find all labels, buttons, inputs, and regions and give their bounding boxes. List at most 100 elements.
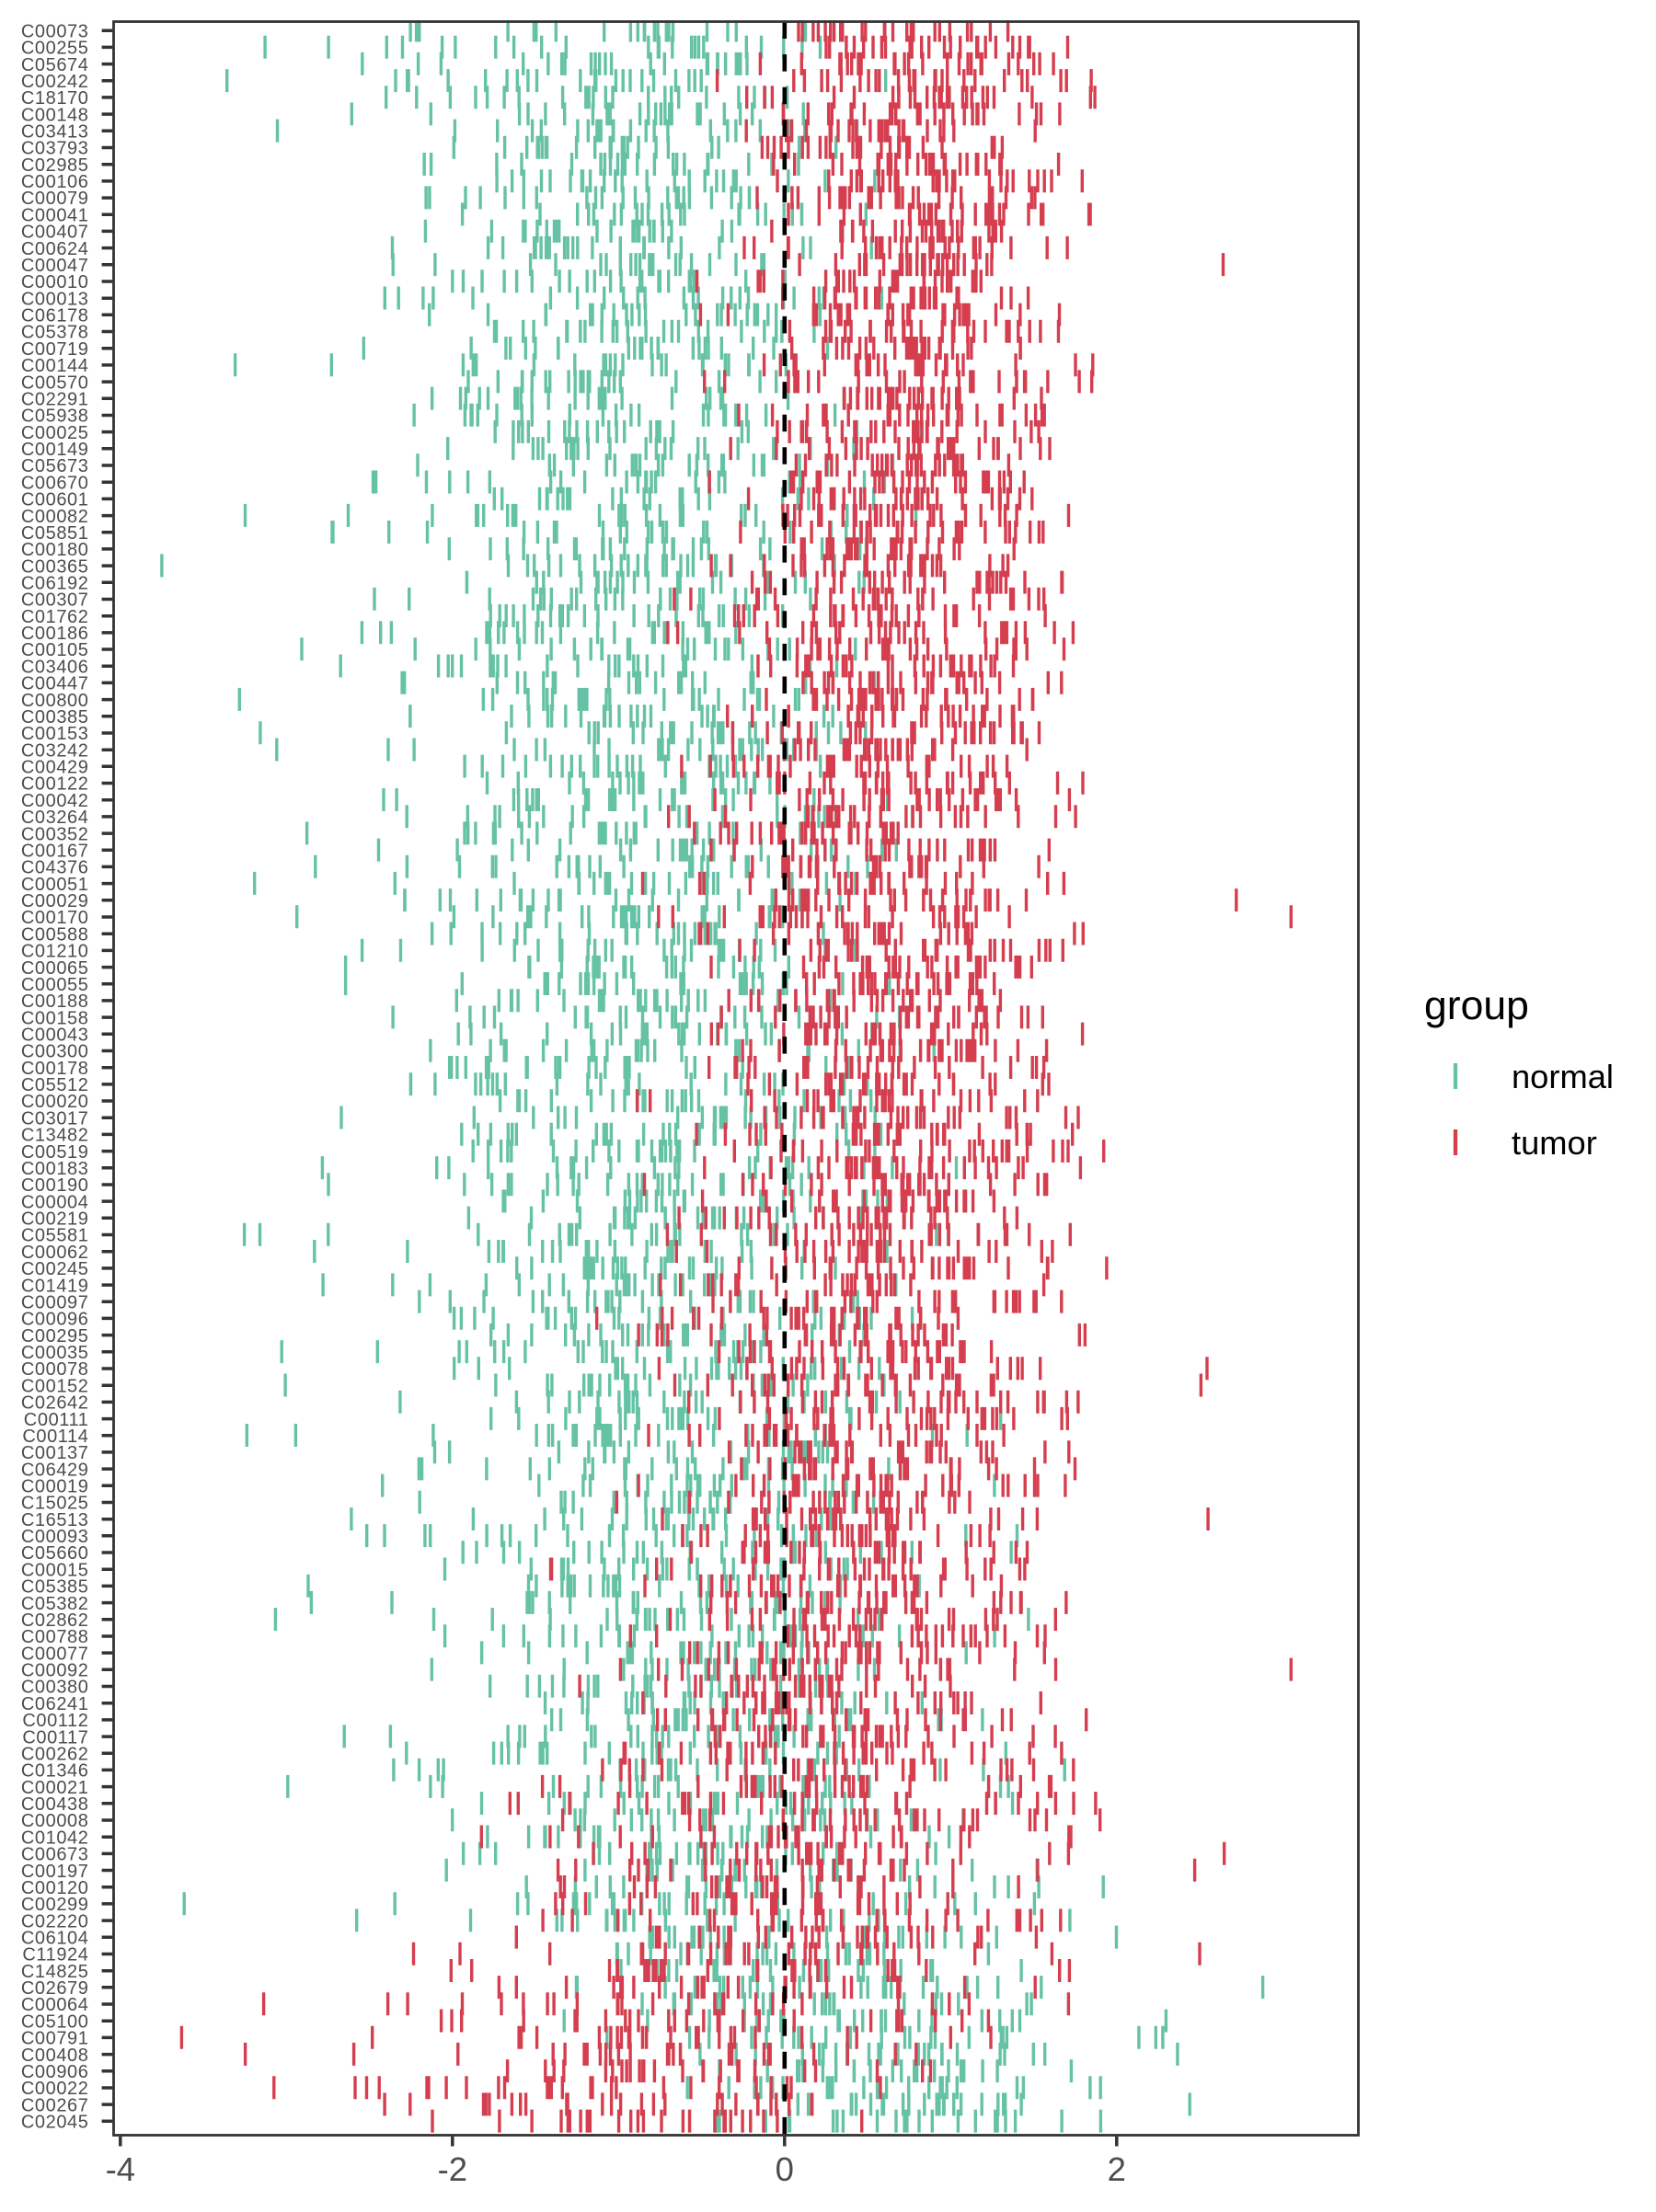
svg-text:C02291: C02291 [21,390,89,410]
svg-text:C00106: C00106 [21,172,89,192]
svg-text:C00047: C00047 [21,256,89,276]
svg-text:C01762: C01762 [21,607,89,627]
svg-text:C00673: C00673 [21,1845,89,1865]
svg-text:2: 2 [1108,2150,1126,2188]
svg-text:C00570: C00570 [21,372,89,393]
svg-text:C15025: C15025 [21,1494,89,1514]
svg-text:C00019: C00019 [21,1477,89,1497]
svg-text:C00064: C00064 [21,1995,89,2015]
svg-text:C00170: C00170 [21,908,89,928]
svg-text:C00022: C00022 [21,2079,89,2099]
svg-text:C00295: C00295 [21,1326,89,1347]
svg-text:normal: normal [1512,1058,1614,1095]
svg-text:C06192: C06192 [21,574,89,594]
svg-text:C00267: C00267 [21,2095,89,2115]
svg-text:C00183: C00183 [21,1159,89,1179]
svg-text:C00190: C00190 [21,1175,89,1196]
svg-text:C00077: C00077 [21,1644,89,1664]
svg-text:C02642: C02642 [21,1393,89,1414]
svg-text:C00197: C00197 [21,1862,89,1882]
svg-text:C00299: C00299 [21,1895,89,1915]
svg-text:C00092: C00092 [21,1661,89,1681]
svg-text:C16513: C16513 [21,1510,89,1530]
svg-text:C00043: C00043 [21,1026,89,1046]
svg-text:C18170: C18170 [21,88,89,109]
svg-text:C00079: C00079 [21,189,89,209]
svg-text:C03413: C03413 [21,122,89,143]
svg-text:C00065: C00065 [21,958,89,979]
svg-text:C00117: C00117 [22,1727,88,1748]
svg-text:C04376: C04376 [21,858,89,878]
svg-text:C00186: C00186 [21,624,89,644]
svg-text:C00245: C00245 [21,1259,89,1279]
svg-text:C00178: C00178 [21,1059,89,1079]
svg-text:C00352: C00352 [21,824,89,844]
svg-text:C14825: C14825 [21,1962,89,1982]
svg-text:C00097: C00097 [21,1293,89,1313]
svg-text:C05851: C05851 [21,523,89,544]
svg-text:C00519: C00519 [21,1142,89,1163]
svg-text:group: group [1424,983,1529,1028]
svg-text:C00300: C00300 [21,1042,89,1062]
svg-text:C00148: C00148 [21,105,89,125]
svg-text:C00153: C00153 [21,724,89,744]
svg-text:0: 0 [776,2150,794,2188]
svg-text:C05581: C05581 [21,1226,89,1246]
svg-text:C00010: C00010 [21,272,89,292]
svg-text:C00601: C00601 [21,490,89,510]
svg-text:C11924: C11924 [22,1945,88,1966]
svg-text:C03793: C03793 [21,139,89,159]
svg-text:C00167: C00167 [21,842,89,862]
svg-text:C00093: C00093 [21,1527,89,1547]
svg-text:C00385: C00385 [21,707,89,728]
svg-text:C00158: C00158 [21,1008,89,1028]
svg-text:C00624: C00624 [21,239,89,259]
svg-text:C00407: C00407 [21,223,89,243]
svg-text:C00004: C00004 [21,1192,89,1212]
svg-text:C05378: C05378 [21,323,89,343]
svg-text:C05512: C05512 [21,1075,89,1095]
svg-text:C00055: C00055 [21,975,89,995]
svg-text:C00120: C00120 [21,1878,89,1898]
svg-text:C00051: C00051 [21,875,89,895]
svg-text:C02220: C02220 [21,1911,89,1931]
svg-text:C00122: C00122 [21,774,89,795]
svg-text:C01210: C01210 [21,942,89,962]
svg-text:C06241: C06241 [21,1694,89,1714]
svg-text:C00791: C00791 [21,2029,89,2049]
svg-text:C00144: C00144 [21,356,89,376]
svg-text:C00013: C00013 [21,289,89,309]
svg-text:C13482: C13482 [21,1126,89,1146]
svg-text:C00670: C00670 [21,473,89,493]
svg-text:C00042: C00042 [21,791,89,811]
svg-text:-2: -2 [438,2150,467,2188]
svg-text:C00137: C00137 [21,1443,89,1463]
svg-text:C00255: C00255 [21,39,89,59]
svg-text:C00180: C00180 [21,540,89,560]
svg-text:C00242: C00242 [21,72,89,92]
svg-text:C00105: C00105 [21,640,89,660]
svg-text:C05660: C05660 [21,1543,89,1564]
svg-text:C06429: C06429 [21,1460,89,1480]
svg-text:C00152: C00152 [21,1376,89,1396]
svg-text:C00041: C00041 [21,205,89,225]
svg-text:-4: -4 [106,2150,135,2188]
svg-text:C00029: C00029 [21,891,89,911]
svg-text:C00062: C00062 [21,1243,89,1263]
svg-text:C01419: C01419 [21,1276,89,1296]
svg-text:C00408: C00408 [21,2046,89,2066]
svg-text:C02985: C02985 [21,155,89,176]
svg-text:C00788: C00788 [21,1627,89,1647]
svg-text:C00307: C00307 [21,590,89,611]
svg-text:C00015: C00015 [21,1560,89,1580]
svg-text:C00073: C00073 [21,21,89,41]
svg-text:C00719: C00719 [21,339,89,360]
svg-text:C00429: C00429 [21,758,89,778]
svg-text:C00114: C00114 [22,1427,88,1447]
svg-text:C00021: C00021 [21,1778,89,1798]
svg-text:C05382: C05382 [21,1594,89,1614]
svg-text:tumor: tumor [1512,1124,1597,1162]
svg-text:C03017: C03017 [21,1108,89,1129]
svg-text:C00082: C00082 [21,507,89,527]
svg-text:C05100: C05100 [21,2011,89,2032]
